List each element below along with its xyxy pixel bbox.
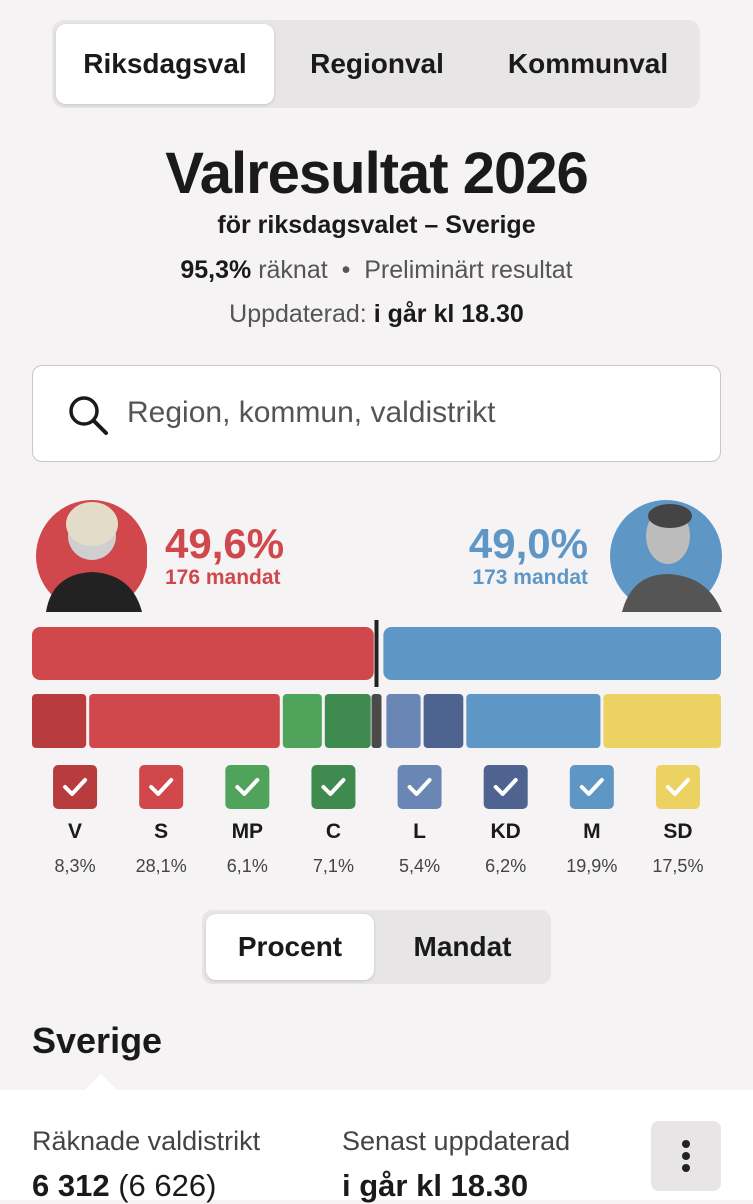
party-checkbox[interactable] [139, 765, 184, 809]
check-icon [665, 778, 690, 796]
party-checkbox[interactable] [225, 765, 270, 809]
check-icon [235, 778, 260, 796]
check-icon [407, 778, 432, 796]
stat-label: Senast uppdaterad [342, 1126, 571, 1156]
party-share: 19,9% [566, 856, 617, 876]
majority-marker [374, 620, 379, 687]
check-icon [579, 778, 604, 796]
districts: 6 312 [32, 1168, 110, 1203]
tab-bar: Riksdagsval Regionval Kommunval [52, 20, 700, 108]
counted-label: räknat [258, 256, 328, 284]
party-checkbox[interactable] [569, 765, 614, 809]
stat-value: i går kl 18.30 [342, 1168, 529, 1203]
party-checkbox[interactable] [483, 765, 528, 809]
party-share: 6,1% [227, 856, 268, 876]
party-bar [282, 694, 322, 748]
party-name: KD [491, 820, 521, 843]
stat-value: 6 312 (6 626) [32, 1168, 216, 1204]
toggle-option[interactable]: Procent [206, 914, 374, 980]
party-bar [423, 694, 464, 748]
tab[interactable]: Riksdagsval [56, 24, 274, 104]
search-icon [69, 396, 108, 435]
left-leader-photo [36, 500, 147, 612]
menu-button[interactable] [651, 1121, 721, 1191]
section-title: Sverige [32, 1020, 163, 1061]
right-bloc-share: 49,0% [468, 520, 588, 567]
updated-line: Uppdaterad: i går kl 18.30 [0, 300, 753, 329]
party-bar [386, 694, 421, 748]
party-bar [324, 694, 371, 748]
party-share: 7,1% [313, 856, 354, 876]
party-checkbox[interactable] [311, 765, 356, 809]
search-placeholder: Region, kommun, valdistrikt [127, 396, 496, 429]
party-bar [32, 694, 87, 748]
check-icon [493, 778, 518, 796]
bloc-bar [32, 627, 374, 680]
count-line: 95,3% räknat • Preliminärt resultat [180, 256, 573, 284]
unit-toggle: Procent Mandat [202, 910, 551, 984]
menu-icon [682, 1140, 690, 1172]
party-name: M [583, 820, 601, 843]
party-checkbox[interactable] [397, 765, 442, 809]
check-icon [321, 778, 346, 796]
stat-label: Räknade valdistrikt [32, 1126, 261, 1156]
party-share: 17,5% [652, 856, 703, 876]
party-bar [89, 694, 280, 748]
result-bars: V 8,3% S 28,1% MP 6,1% C 7,1% L 5,4% KD 6,2% M 19,9% S… [32, 620, 721, 876]
check-icon [149, 778, 174, 796]
bloc-bar [383, 627, 721, 680]
party-checkbox[interactable] [655, 765, 700, 809]
party-bar [466, 694, 601, 748]
counted: 95,3% [180, 256, 252, 284]
toggle-option[interactable]: Mandat [413, 931, 512, 962]
party-name: MP [232, 820, 264, 843]
updated: i går kl 18.30 [373, 300, 524, 328]
subtitle: för riksdagsvalet – Sverige [217, 211, 536, 239]
tab[interactable]: Regionval [310, 48, 444, 79]
party-share: 28,1% [136, 856, 187, 876]
updated-label: Uppdaterad: [229, 300, 367, 328]
right-leader-photo [610, 500, 722, 612]
party-share: 8,3% [55, 856, 96, 876]
party-name: V [68, 820, 82, 843]
districts-total: (6 626) [118, 1168, 217, 1203]
middle-marker [371, 694, 382, 748]
left-bloc-seats: 176 mandat [165, 566, 281, 589]
check-icon [63, 778, 88, 796]
left-bloc-share: 49,6% [165, 520, 285, 567]
title: Valresultat 2026 [165, 141, 589, 206]
party-checkbox[interactable] [53, 765, 98, 809]
party-name: C [326, 820, 341, 843]
party-name: SD [663, 820, 692, 843]
party-share: 5,4% [399, 856, 440, 876]
party-bar [603, 694, 721, 748]
tab[interactable]: Kommunval [507, 48, 669, 79]
card-pointer [84, 1074, 118, 1091]
party-name: S [154, 820, 168, 843]
party-name: L [413, 820, 426, 843]
right-bloc-seats: 173 mandat [472, 566, 588, 589]
status: Preliminärt resultat [364, 256, 573, 284]
stats-card: Räknade valdistrikt 6 312 (6 626) Senast… [0, 1090, 753, 1203]
party-share: 6,2% [485, 856, 526, 876]
search-box[interactable]: Region, kommun, valdistrikt [32, 365, 721, 462]
